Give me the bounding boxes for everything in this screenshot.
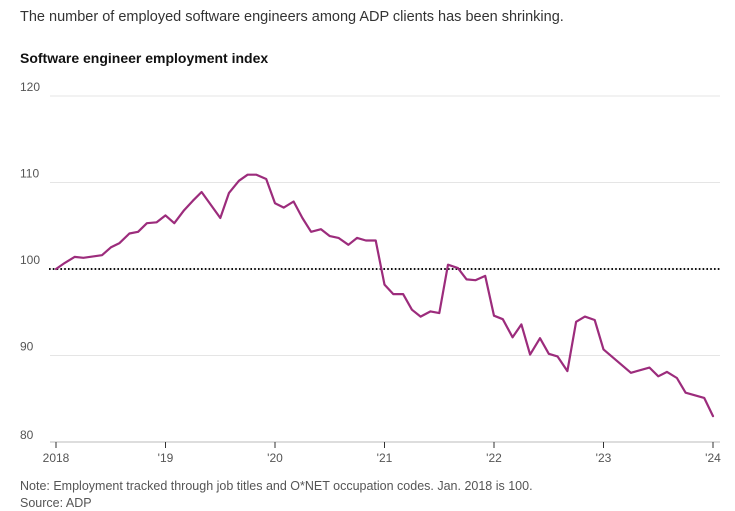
y-tick-label: 110 [20,167,39,181]
x-tick-label: 2018 [43,451,70,465]
x-tick-label: '23 [596,451,612,465]
grid-layer: 80 90 100 110 120 [20,80,720,442]
y-tick-label: 80 [20,428,34,442]
x-tick-label: '19 [158,451,174,465]
chart-title: Software engineer employment index [20,50,269,66]
line-chart: 80 90 100 110 120 2018 '19 '20 '21 '22 '23 '24 [20,80,721,465]
headline: The number of employed software engineer… [20,9,564,25]
x-tick-label: '21 [377,451,393,465]
x-tick-label: '22 [486,451,502,465]
series-layer [54,173,715,418]
x-tick-label: '24 [705,451,721,465]
y-tick-label: 90 [20,340,34,354]
y-tick-label: 120 [20,80,40,94]
x-axis: 2018 '19 '20 '21 '22 '23 '24 [43,441,721,465]
y-tick-label: 100 [20,253,40,267]
footnote: Note: Employment tracked through job tit… [20,479,533,493]
source-note: Source: ADP [20,496,92,510]
employment-index-line [54,173,715,418]
x-tick-label: '20 [267,451,283,465]
